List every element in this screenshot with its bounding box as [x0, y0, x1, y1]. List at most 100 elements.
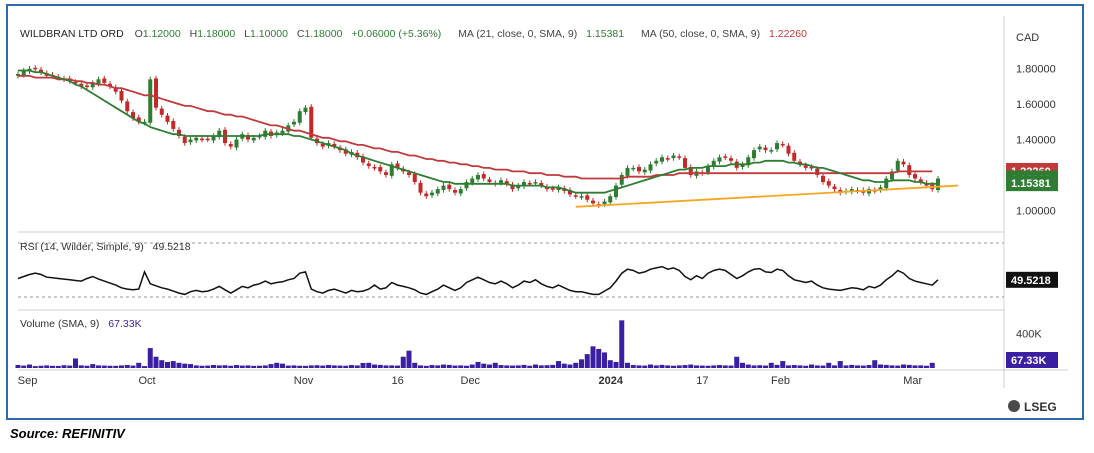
candle-body [177, 129, 181, 136]
volume-bar [924, 365, 929, 368]
volume-bar [809, 364, 814, 368]
volume-bar [653, 365, 659, 368]
volume-bar [222, 365, 228, 368]
ma21-value: 1.15381 [586, 28, 624, 40]
volume-bar [314, 365, 320, 368]
candle-body [740, 164, 745, 167]
volume-bar [682, 365, 688, 368]
rsi-label-box [1006, 271, 1058, 288]
candle-body [389, 164, 394, 176]
volume-bar [780, 361, 786, 368]
volume-title-text: Volume (SMA, 9) [20, 318, 99, 330]
candle-body [303, 107, 308, 113]
volume-label-box [1006, 352, 1058, 368]
volume-bar [814, 365, 820, 368]
volume-bar [883, 364, 889, 368]
rsi-title: RSI (14, Wilder, Simple, 9) 49.5218 [20, 241, 191, 253]
lseg-logo-mark [1008, 400, 1020, 412]
volume-bar [303, 365, 308, 368]
chart-svg[interactable]: WILDBRAN LTD ORD O1.12000 H1.18000 L1.10… [8, 6, 1082, 418]
volume-bar [441, 364, 446, 368]
candle-body [757, 146, 762, 150]
volume-bar [21, 365, 27, 368]
volume-bar [372, 364, 377, 368]
candle-body [792, 152, 797, 161]
volume-bar [607, 360, 613, 368]
candle-body [522, 182, 526, 187]
volume-bar [331, 365, 337, 368]
volume-bar [257, 365, 262, 368]
candle-body [435, 189, 440, 194]
currency-label: CAD [1016, 32, 1039, 44]
volume-bar [492, 362, 498, 368]
volume-bar [751, 365, 757, 368]
price-label-text: 1.15381 [1011, 178, 1051, 190]
volume-bar [389, 365, 395, 368]
volume-bar [349, 365, 354, 368]
candle-body [476, 174, 480, 180]
volume-bar [136, 362, 142, 368]
volume-bar [596, 348, 602, 368]
candle-body [136, 117, 141, 122]
candle-body [205, 138, 210, 141]
volume-bar [262, 365, 268, 368]
volume-bar [918, 365, 924, 368]
price-tick-label: 1.00000 [1016, 205, 1056, 217]
candle-body [280, 130, 285, 134]
volume-bar [538, 365, 544, 368]
time-tick-label: 17 [696, 375, 708, 387]
volume-bar [659, 364, 665, 368]
volume-bar [182, 363, 188, 368]
candle-body [424, 193, 429, 197]
candle-body [608, 196, 613, 203]
volume-bar [32, 366, 38, 368]
candle-body [309, 106, 314, 138]
candle-body [780, 143, 785, 146]
candle-body [85, 85, 89, 88]
volume-tick-label: 400K [1016, 328, 1042, 340]
volume-bar [101, 365, 107, 368]
volume-bar [619, 320, 625, 368]
volume-bar [872, 360, 878, 368]
candle-body [901, 161, 906, 165]
ma21-label: MA (21, close, 0, SMA, 9) [458, 28, 577, 40]
volume-bar [636, 365, 642, 368]
candle-body [366, 163, 371, 167]
low-value: 1.10000 [250, 28, 288, 40]
candle-body [343, 149, 348, 154]
volume-bar [567, 364, 573, 368]
candle-body [119, 90, 124, 101]
candle-body [579, 196, 584, 198]
volume-bar [550, 364, 556, 368]
candlestick-series [16, 65, 940, 208]
candle-body [430, 192, 434, 196]
volume-bar [602, 352, 607, 368]
candle-body [895, 160, 900, 171]
close-value: 1.18000 [304, 28, 342, 40]
volume-bar [860, 365, 866, 368]
volume-bar [268, 364, 274, 368]
candle-body [108, 83, 112, 87]
open-key: O [135, 28, 143, 40]
candle-body [786, 145, 791, 154]
candle-body [683, 158, 687, 168]
candle-body [102, 78, 107, 83]
candle-body [453, 190, 457, 193]
rsi-label-text: 49.5218 [1011, 275, 1051, 287]
candle-body [361, 156, 365, 163]
high-key: H [190, 28, 198, 40]
volume-bar [797, 365, 803, 368]
price-tick-label: 1.80000 [1016, 64, 1056, 76]
volume-bar [326, 364, 331, 368]
volume-bar [642, 365, 648, 368]
volume-bar [165, 361, 170, 368]
volume-bar [728, 365, 734, 368]
volume-bar [504, 365, 510, 368]
volume-bar [251, 365, 257, 368]
volume-bar [556, 361, 561, 368]
rsi-title-text: RSI (14, Wilder, Simple, 9) [20, 241, 144, 253]
volume-bar [722, 365, 728, 368]
price-tick-label: 1.60000 [1016, 99, 1056, 111]
time-tick-label: Nov [294, 375, 314, 387]
volume-bar [176, 362, 182, 368]
